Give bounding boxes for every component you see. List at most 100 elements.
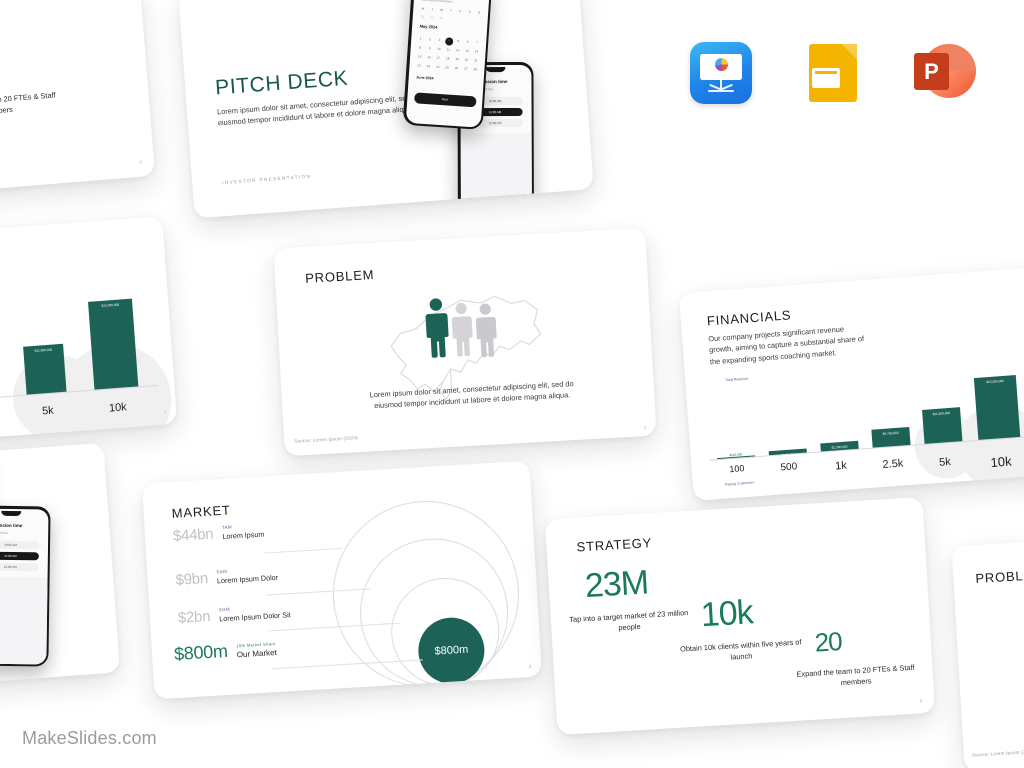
powerpoint-square-shape [914,53,949,90]
slides-frame-fill [815,74,837,85]
person-icon-muted-1 [451,302,473,357]
keynote-pie-chart-shape [715,58,728,71]
phone-back-panel [460,132,532,210]
phone-front-sub: Lorem ipsum consectetur [421,0,453,4]
google-slides-icon[interactable] [802,42,864,104]
y-axis-label: Total Revenue [725,376,749,383]
bar-value-5k: $11,500,000 [34,347,53,353]
market-sub-tam: Lorem Ipsum [222,529,265,541]
bar-2-5k: $5,750,000 [871,426,911,448]
stat-text-20: Expand the team to 20 FTEs & Staff membe… [796,662,915,688]
stat-text-20: Expand the team to 20 FTEs & Staff membe… [0,90,56,117]
calendar-week-2[interactable]: 8 9 10 11 12 13 14 [419,45,479,53]
keynote-stand [720,80,722,91]
source-note: Source: Lorem Ipsum (2024) [294,435,358,444]
powerpoint-icon[interactable]: P [914,42,976,104]
slide-problem[interactable]: PROBLEM Lorem ipsum dolor sit amet [273,227,657,457]
bar-500: $575,000 [768,448,807,457]
stat-number-10k: 10k [699,593,754,635]
page-number: 8 [139,159,143,165]
bar-chart-left: $2,300,000 $5,750,000 $11,500,000 $23,00… [0,293,176,448]
stat-number-23m: 23M [583,563,650,606]
time-option-2-selected[interactable]: 11:00 AM [0,551,39,560]
app-icons-row: P [690,42,976,104]
category-10k: 10k [990,453,1013,471]
calendar-next-button[interactable]: Next [413,91,477,107]
slide-phones-partial-left[interactable]: Start session time Lorem ipsum of time 1… [0,442,121,692]
calendar-week-3[interactable]: 15 16 17 18 19 20 21 [417,53,478,62]
market-leader-1 [264,547,343,554]
market-sub-sam: Lorem Ipsum Dolor [216,572,279,585]
page-title: PROBLEM [304,266,375,286]
category-10k: 10k [108,401,128,415]
stat-text-23m: Tap into a target market of 23 million p… [569,608,689,633]
keynote-icon[interactable] [690,42,752,104]
market-amount-som: $2bn [177,607,211,627]
financials-description: Our company projects significant revenue… [707,324,865,367]
category-100: 100 [728,463,745,475]
bar-value-1k: $2,300,000 [831,444,848,450]
market-row-tam: $44bn TAM Lorem Ipsum [172,523,265,545]
phone-mockup-back[interactable]: Start session time Lorem ipsum of time 1… [0,505,51,667]
calendar-week-4[interactable]: 22 23 24 25 26 27 28 [417,62,478,71]
phone-back-panel [0,575,48,664]
source-note: Source: Lorem Ipsum (2024) [971,748,1024,758]
bar-value-10k: $23,000,000 [101,302,120,308]
market-amount-tam: $44bn [172,525,214,545]
page-number: 7 [163,409,167,415]
calendar-next-month: June 2024 [416,74,434,81]
bar-5k: $11,500,000 [922,407,963,444]
market-row-sam: $9bn SAM Lorem Ipsum Dolor [175,566,278,589]
market-amount-our: $800m [173,640,229,665]
bar-5k: $11,500,000 [23,343,67,395]
slide-pitch-deck[interactable]: PITCH DECK Lorem ipsum dolor sit amet, c… [178,0,594,219]
bar-value-10k: $23,000,000 [986,378,1005,384]
market-amount-sam: $9bn [175,569,209,589]
category-2-5k: 2.5k [882,457,904,471]
bar-10k: $23,000,000 [973,375,1021,440]
page-title: PITCH DECK [214,66,349,100]
category-5k: 5k [41,404,55,418]
phone-mockup-front[interactable]: Select start session date Lorem ipsum co… [402,0,493,130]
financials-left-body: ...nue growth, aiming to ...nding sports… [0,248,8,282]
slide-problem-partial-right[interactable]: PROBLEM Source: Lorem Ipsum (2024) [951,533,1024,768]
watermark-makeslides: MakeSlides.com [22,728,157,748]
time-option-1[interactable]: 10:00 AM [0,540,39,549]
page-number: 8 [919,698,923,704]
page-title: FINANCIALS [706,307,792,329]
calendar-prev-days: 28 29 30 [420,14,443,20]
page-number: 3 [643,425,647,431]
market-row-som: $2bn SOM Lorem Ipsum Dolor Sit [177,603,290,627]
keynote-base [708,90,734,92]
time-option-3[interactable]: 12:00 PM [0,562,39,571]
page-title: MARKET [171,502,232,521]
person-icon-muted-2 [475,303,497,358]
bar-10k: $23,000,000 [88,298,139,390]
bar-value-500: $575,000 [781,451,795,457]
bar-value-2-5k: $5,750,000 [882,430,899,436]
pitch-footer: INVESTOR PRESENTATION [222,173,312,186]
stat-text-10k: Obtain 10k clients within five years of … [679,637,802,662]
page-title: PROBLEM [974,566,1024,587]
page-title: STRATEGY [576,535,653,555]
slide-financials[interactable]: FINANCIALS Our company projects signific… [678,267,1024,501]
category-500: 500 [780,461,798,474]
slide-strategy-partial-topleft[interactable]: k s within unch 20 Expand the team to 20… [0,0,156,200]
category-5k: 5k [938,456,952,469]
phone-back-heading: Start session time [0,522,23,528]
person-icon-highlighted [425,298,449,358]
market-row-our-market: $800m 10% Market Share Our Market [174,638,278,665]
slide-financials-partial-left[interactable]: ...nue growth, aiming to ...nding sports… [0,216,178,448]
slide-strategy[interactable]: STRATEGY 23M Tap into a target market of… [544,496,936,736]
bar-value-5k: $11,500,000 [932,410,951,416]
page-number: 5 [528,663,532,670]
map-illustration [376,285,552,409]
calendar-month: May 2024 [419,23,438,30]
category-1k: 1k [834,459,848,473]
slide-market[interactable]: MARKET $44bn TAM Lorem Ipsum $9bn SAM Lo… [141,460,543,700]
bar-value-100: $115,000 [729,451,743,457]
market-sub-our: Our Market [236,647,277,659]
bar-chart-financials: Total Revenue Paying Customers $115,000 … [705,374,1024,492]
